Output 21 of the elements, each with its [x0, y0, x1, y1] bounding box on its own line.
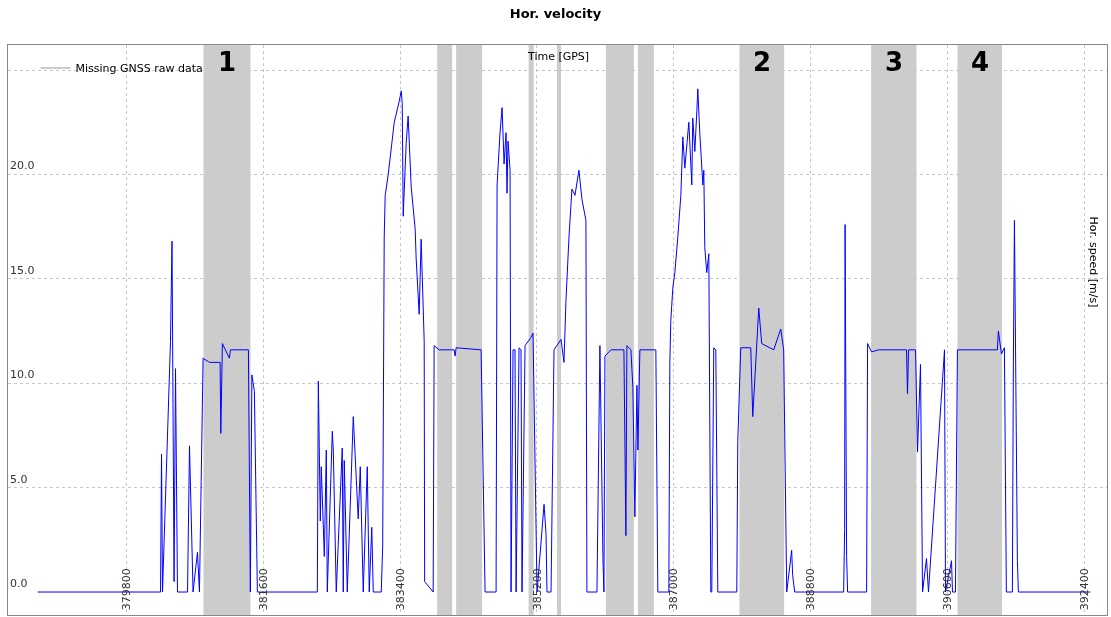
y-tick-label: 20.0	[10, 159, 35, 172]
chart-title: Hor. velocity	[509, 6, 602, 22]
x-tick-label: 381600	[256, 568, 270, 611]
band-label: 1	[218, 47, 237, 77]
x-tick-label: 390600	[940, 568, 954, 611]
x-tick-label: 387000	[667, 568, 681, 611]
x-tick-label: 388800	[804, 568, 818, 611]
x-axis-title: Time [GPS]	[527, 50, 590, 63]
band-label: 2	[753, 47, 772, 77]
y-tick-label: 0.0	[10, 577, 28, 590]
x-tick-label: 379800	[120, 568, 134, 611]
y-tick-label: 5.0	[10, 473, 28, 486]
band-label: 3	[885, 47, 904, 77]
y-tick-label: 15.0	[10, 264, 35, 277]
x-tick-label: 392400	[1077, 568, 1091, 611]
band-label: 4	[971, 47, 990, 77]
x-tick-label: 383400	[393, 568, 407, 611]
x-tick-label: 385200	[530, 568, 544, 611]
y-tick-label: 10.0	[10, 368, 35, 381]
y-axis-title: Hor. speed [m/s]	[1086, 216, 1100, 308]
legend-title: Missing GNSS raw data	[75, 62, 203, 76]
